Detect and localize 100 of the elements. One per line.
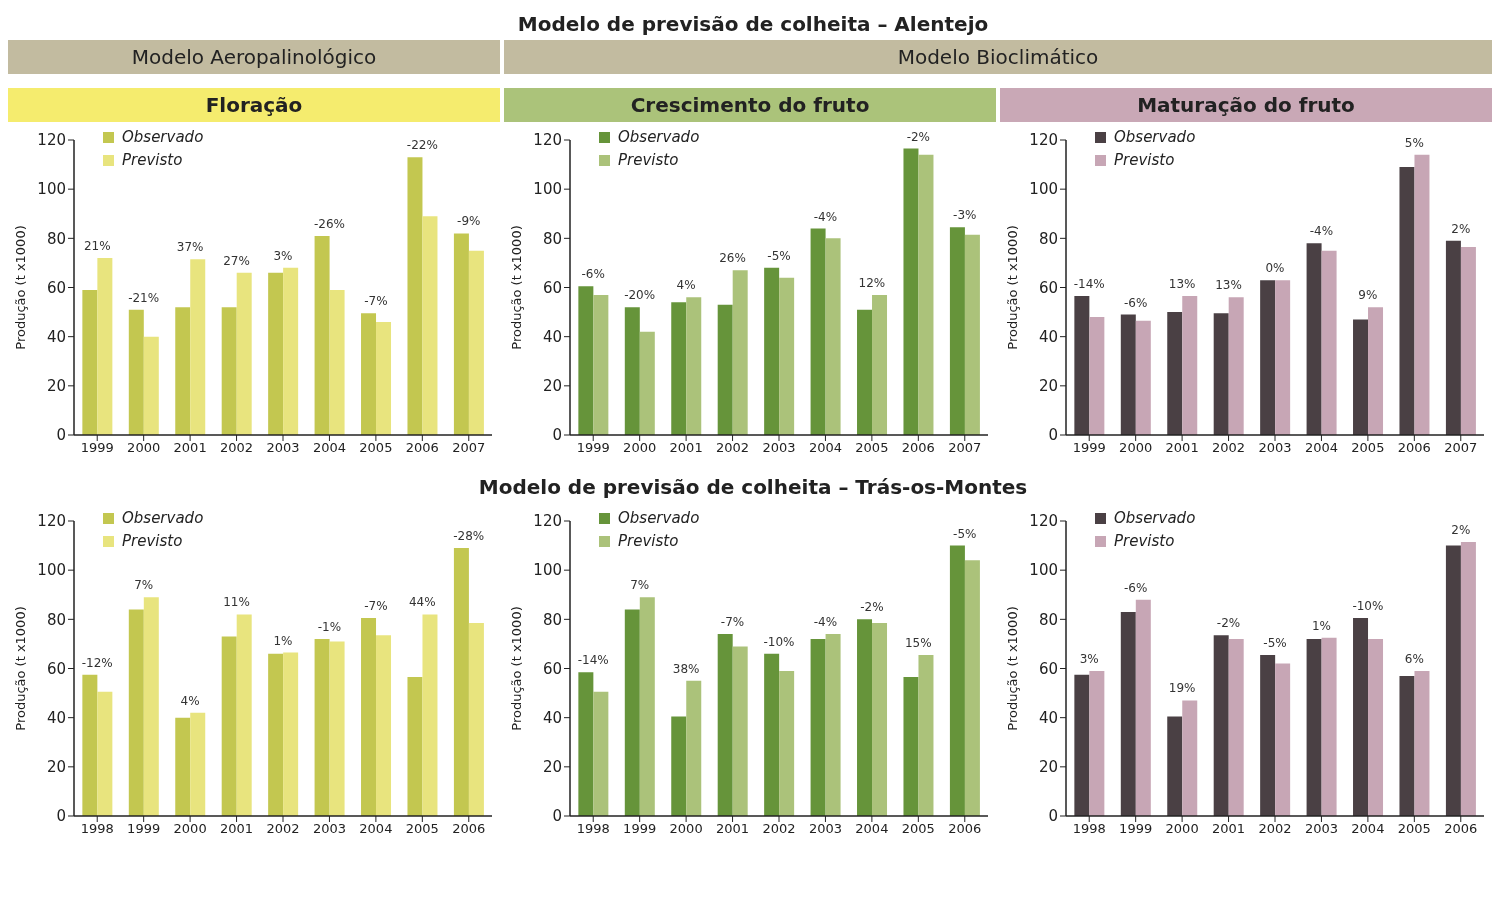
legend-label: Observado bbox=[1114, 127, 1196, 148]
x-tick-label: 2006 bbox=[901, 440, 935, 456]
annotation: -10% bbox=[763, 634, 795, 649]
bar bbox=[268, 272, 284, 435]
x-tick-label: 2006 bbox=[405, 440, 439, 456]
y-tick-label: 0 bbox=[56, 426, 66, 445]
y-tick-label: 80 bbox=[46, 610, 66, 629]
y-tick-label: 0 bbox=[552, 426, 562, 445]
annotation: -2% bbox=[860, 600, 884, 615]
x-tick-label: 2004 bbox=[1304, 440, 1338, 456]
annotation: 7% bbox=[630, 578, 650, 593]
y-axis-title: Produção (t x1000) bbox=[12, 606, 28, 731]
annotation: -7% bbox=[720, 615, 745, 630]
y-tick-label: 40 bbox=[46, 708, 66, 727]
y-tick-label: 60 bbox=[542, 659, 562, 678]
x-tick-label: 2004 bbox=[359, 821, 393, 837]
bar bbox=[872, 623, 888, 816]
annotation: -4% bbox=[813, 209, 838, 224]
x-tick-label: 1998 bbox=[80, 821, 114, 837]
bar bbox=[376, 321, 392, 435]
bar bbox=[1135, 599, 1151, 816]
x-tick-label: 1999 bbox=[576, 440, 610, 456]
y-tick-label: 20 bbox=[542, 758, 562, 777]
bar bbox=[732, 646, 748, 816]
bar bbox=[717, 634, 733, 816]
bar bbox=[1275, 280, 1291, 435]
legend-label: Observado bbox=[618, 127, 700, 148]
bar bbox=[1167, 312, 1183, 435]
bar bbox=[593, 294, 609, 435]
x-tick-label: 2002 bbox=[716, 440, 750, 456]
bar bbox=[578, 286, 594, 435]
annotation: -6% bbox=[1123, 580, 1148, 595]
bar bbox=[128, 309, 144, 435]
bar bbox=[283, 652, 299, 816]
bar bbox=[1306, 639, 1322, 816]
y-tick-label: 120 bbox=[1029, 512, 1058, 531]
x-tick-label: 2000 bbox=[1165, 821, 1199, 837]
annotation: 13% bbox=[1168, 277, 1196, 292]
annotation: -3% bbox=[953, 208, 977, 223]
legend-label: Observado bbox=[618, 508, 700, 529]
annotation: -7% bbox=[364, 599, 388, 614]
bar bbox=[1213, 635, 1229, 816]
y-tick-label: 60 bbox=[46, 278, 66, 297]
bar bbox=[314, 639, 330, 816]
bar bbox=[361, 313, 377, 435]
legend-label: Observado bbox=[122, 508, 204, 529]
annotation: 4% bbox=[180, 693, 200, 708]
bar bbox=[1460, 246, 1476, 435]
x-tick-label: 2003 bbox=[266, 440, 300, 456]
legend-label: Previsto bbox=[618, 150, 679, 171]
legend-label: Previsto bbox=[1114, 531, 1175, 552]
bar bbox=[671, 302, 687, 435]
x-tick-label: 2003 bbox=[1258, 440, 1292, 456]
annotation: 7% bbox=[134, 578, 154, 593]
bar bbox=[1399, 675, 1415, 816]
y-tick-label: 100 bbox=[533, 180, 562, 199]
bar bbox=[857, 309, 873, 435]
bar bbox=[468, 250, 484, 435]
y-tick-label: 20 bbox=[542, 377, 562, 396]
bar bbox=[1321, 250, 1337, 435]
annotation: 1% bbox=[1311, 618, 1331, 633]
bar bbox=[1182, 296, 1198, 435]
annotation: -2% bbox=[906, 129, 931, 144]
y-axis-title: Produção (t x1000) bbox=[12, 225, 28, 350]
x-tick-label: 2006 bbox=[452, 821, 486, 837]
x-tick-label: 2000 bbox=[669, 821, 703, 837]
bar bbox=[732, 270, 748, 435]
bar bbox=[964, 560, 980, 816]
bar bbox=[1120, 314, 1136, 435]
annotation: -1% bbox=[317, 620, 342, 634]
y-tick-label: 40 bbox=[542, 327, 562, 346]
annotation: 19% bbox=[1168, 681, 1196, 696]
x-tick-label: 2001 bbox=[669, 440, 703, 456]
bar bbox=[903, 148, 919, 435]
x-tick-label: 2000 bbox=[623, 440, 657, 456]
x-tick-label: 2002 bbox=[266, 821, 300, 837]
y-tick-label: 100 bbox=[533, 561, 562, 580]
bar bbox=[422, 216, 438, 435]
y-tick-label: 60 bbox=[1038, 278, 1058, 297]
y-tick-label: 100 bbox=[37, 180, 66, 199]
x-tick-label: 2007 bbox=[452, 440, 486, 456]
y-tick-label: 80 bbox=[542, 610, 562, 629]
x-tick-label: 2003 bbox=[312, 821, 346, 837]
bar bbox=[872, 294, 888, 435]
bar bbox=[825, 634, 841, 816]
x-tick-label: 1999 bbox=[127, 821, 161, 837]
annotation: 3% bbox=[1079, 651, 1099, 666]
annotation: 5% bbox=[1404, 135, 1424, 150]
bar bbox=[283, 267, 299, 435]
bar bbox=[329, 641, 345, 816]
y-tick-label: 20 bbox=[46, 377, 66, 396]
y-tick-label: 20 bbox=[46, 758, 66, 777]
bar bbox=[82, 289, 98, 435]
bar bbox=[361, 618, 377, 816]
bar bbox=[1120, 611, 1136, 816]
bar bbox=[639, 331, 655, 435]
bar bbox=[1353, 618, 1369, 816]
annotation: -10% bbox=[1352, 599, 1384, 614]
x-tick-label: 2002 bbox=[1212, 440, 1246, 456]
legend-label: Previsto bbox=[618, 531, 679, 552]
